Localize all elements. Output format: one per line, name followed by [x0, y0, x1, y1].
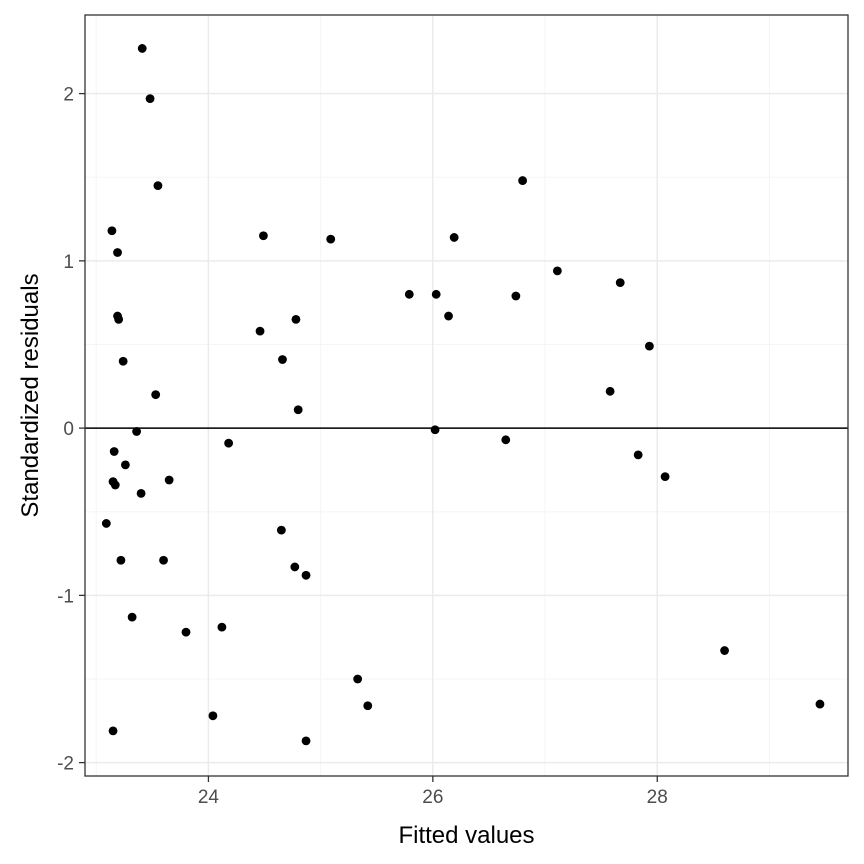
data-point: [660, 472, 670, 482]
data-point: [363, 701, 373, 711]
y-tick-label: 2: [63, 85, 74, 106]
data-point: [259, 231, 268, 241]
data-point: [430, 425, 440, 435]
data-point: [501, 435, 511, 445]
x-axis-ticks: 24 26 28: [198, 776, 668, 808]
data-point: [518, 176, 528, 185]
y-tick-label: -1: [57, 586, 74, 607]
data-points: [101, 44, 825, 746]
y-tick-label: -2: [57, 754, 74, 775]
data-point: [116, 555, 126, 565]
data-point: [720, 646, 729, 655]
data-point: [293, 405, 303, 415]
data-point: [132, 427, 142, 436]
y-axis-title: Standardized residuals: [17, 273, 44, 517]
data-point: [224, 438, 234, 448]
data-point: [127, 612, 137, 622]
data-point: [605, 386, 615, 396]
data-point: [217, 622, 227, 632]
data-point: [208, 711, 218, 721]
data-point: [326, 234, 336, 244]
data-point: [108, 726, 118, 736]
panel-border: [84, 14, 849, 777]
data-point: [159, 555, 168, 565]
data-point: [511, 291, 521, 301]
y-axis-ticks: -2 -1 0 1 2: [57, 85, 85, 775]
data-point: [109, 447, 119, 456]
data-point: [552, 266, 562, 276]
data-point: [153, 181, 163, 190]
data-point: [113, 248, 122, 257]
data-point: [255, 326, 265, 336]
data-point: [110, 480, 120, 490]
data-point: [815, 699, 825, 709]
data-point: [301, 570, 311, 580]
data-point: [114, 315, 124, 324]
y-tick-label: 1: [63, 252, 74, 273]
data-point: [101, 519, 111, 528]
data-point: [444, 311, 453, 321]
data-point: [164, 475, 174, 485]
data-point: [644, 341, 654, 351]
x-axis-title: Fitted values: [398, 822, 534, 849]
data-point: [118, 356, 128, 366]
data-point: [633, 450, 643, 460]
x-tick-label: 24: [198, 787, 220, 808]
data-point: [137, 44, 147, 53]
data-point: [136, 488, 146, 498]
data-point: [449, 233, 459, 242]
y-tick-label: 0: [63, 419, 74, 440]
data-point: [290, 562, 300, 572]
data-point: [107, 226, 117, 236]
x-tick-label: 26: [422, 787, 443, 808]
data-point: [291, 315, 301, 324]
data-point: [151, 390, 161, 400]
data-point: [276, 525, 286, 535]
data-point: [301, 736, 311, 746]
data-point: [431, 289, 441, 299]
data-point: [615, 278, 625, 288]
data-point: [404, 289, 414, 299]
x-tick-label: 28: [647, 787, 668, 808]
data-point: [145, 94, 155, 104]
data-point: [353, 674, 363, 684]
data-point: [278, 355, 287, 364]
data-point: [181, 627, 191, 637]
data-point: [120, 460, 130, 470]
